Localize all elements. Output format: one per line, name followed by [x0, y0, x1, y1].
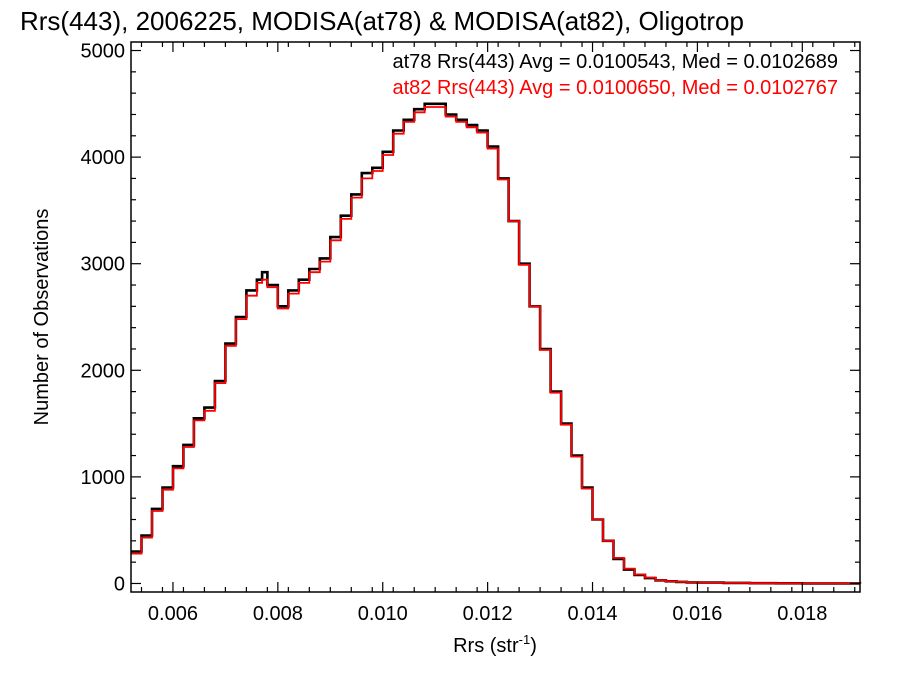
x-tick-label: 0.012: [463, 603, 513, 625]
x-tick-label: 0.018: [777, 603, 827, 625]
y-tick-label: 4000: [81, 147, 126, 169]
y-tick-label: 2000: [81, 360, 126, 382]
series-line-at78: [131, 102, 862, 585]
x-axis-label-close: ): [530, 635, 537, 657]
series-line-at82: [131, 106, 861, 585]
x-axis-label: Rrs (str-1): [453, 632, 537, 657]
y-tick-label: 3000: [81, 254, 126, 276]
y-axis-label: Number of Observations: [31, 209, 53, 426]
x-tick-label: 0.010: [358, 603, 408, 625]
y-tick-label: 1000: [81, 467, 126, 489]
chart-title: Rrs(443), 2006225, MODISA(at78) & MODISA…: [20, 6, 744, 36]
y-tick-labels: 0 1000 2000 3000 4000 5000: [81, 41, 126, 596]
x-tick-label: 0.006: [148, 603, 198, 625]
x-axis-label-superscript: -1: [519, 632, 531, 647]
plot-frame: [130, 41, 861, 593]
series-layer: [131, 102, 862, 585]
ticks-layer: [131, 42, 860, 592]
legend-at82-stats: at82 Rrs(443) Avg = 0.0100650, Med = 0.0…: [392, 77, 838, 99]
y-tick-label: 5000: [81, 41, 126, 63]
x-tick-labels: 0.006 0.008 0.010 0.012 0.014 0.016 0.018: [148, 603, 827, 625]
x-tick-label: 0.016: [672, 603, 722, 625]
x-tick-label: 0.008: [253, 603, 303, 625]
x-tick-label: 0.014: [567, 603, 617, 625]
legend-at78-stats: at78 Rrs(443) Avg = 0.0100543, Med = 0.0…: [392, 51, 838, 73]
x-axis-label-main: Rrs (str: [453, 635, 519, 657]
y-tick-label: 0: [114, 573, 125, 595]
